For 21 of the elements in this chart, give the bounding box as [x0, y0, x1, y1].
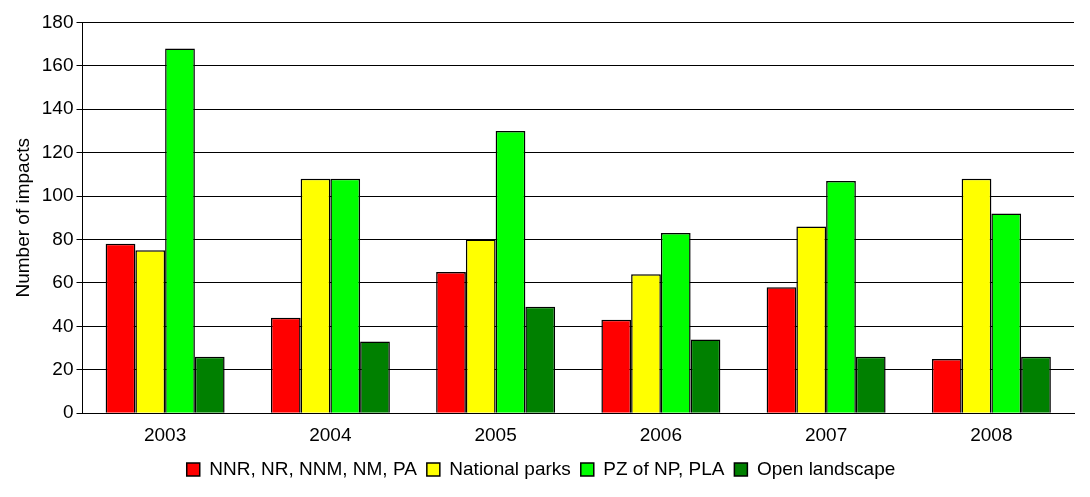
y-axis-title: Number of impacts	[11, 138, 33, 298]
x-tick-label: 2004	[309, 423, 352, 445]
x-tick-label: 2008	[970, 423, 1013, 445]
y-tick-label: 100	[41, 184, 74, 206]
y-tick-label: 180	[41, 10, 74, 32]
x-tick-label: 2006	[639, 423, 683, 445]
x-tick-label: 2003	[143, 423, 187, 445]
y-tick-label: 60	[52, 271, 74, 293]
legend-label: Open landscape	[756, 457, 896, 479]
y-tick-label: 20	[52, 358, 74, 380]
legend-label: PZ of NP, PLA	[603, 457, 725, 479]
x-tick-label: 2007	[804, 423, 848, 445]
legend-label: National parks	[449, 457, 571, 479]
y-tick-label: 40	[52, 314, 74, 336]
y-tick-label: 80	[52, 227, 74, 249]
x-tick-label: 2005	[474, 423, 517, 445]
y-tick-label: 120	[41, 140, 74, 162]
y-tick-label: 140	[41, 97, 74, 119]
legend-label: NNR, NR, NNM, NM, PA	[209, 457, 418, 479]
y-tick-label: 160	[41, 54, 74, 76]
y-tick-label: 0	[62, 401, 74, 423]
